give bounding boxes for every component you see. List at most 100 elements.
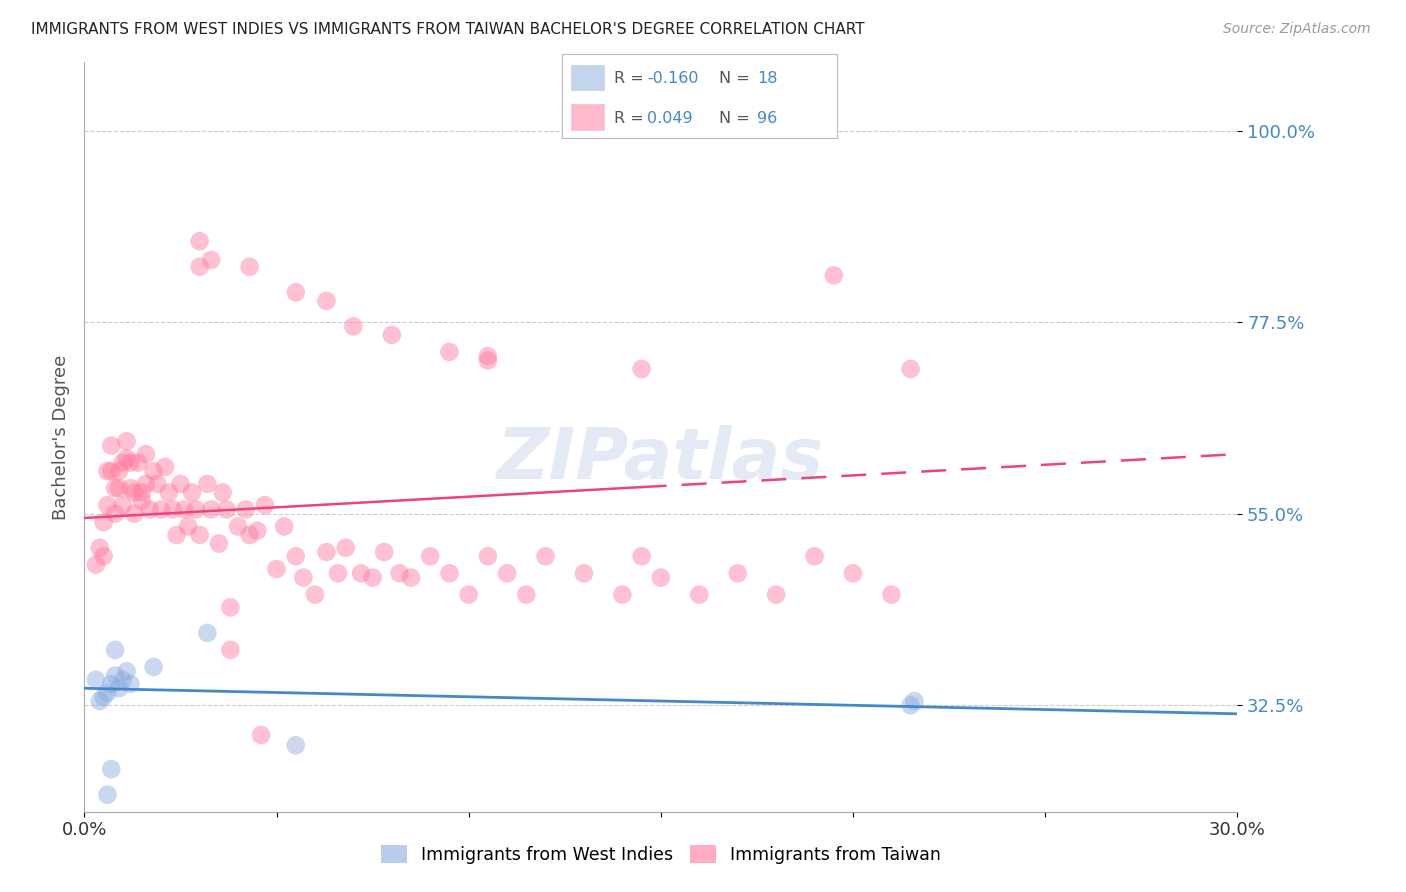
Point [166,528,188,542]
Point [135,447,157,461]
Point [200,252,222,267]
Point [131,494,153,508]
Point [284,739,307,753]
Point [903,694,925,708]
Point [115,451,138,466]
Point [208,536,231,550]
Point [188,528,211,542]
Text: -0.160: -0.160 [647,70,699,86]
Point [399,571,422,585]
Point [100,677,122,691]
Text: IMMIGRANTS FROM WEST INDIES VS IMMIGRANTS FROM TAIWAN BACHELOR'S DEGREE CORRELAT: IMMIGRANTS FROM WEST INDIES VS IMMIGRANT… [31,22,865,37]
Point [373,545,395,559]
Point [100,439,122,453]
Point [120,481,142,495]
Point [211,485,233,500]
Text: N =: N = [718,70,755,86]
Point [342,319,364,334]
FancyBboxPatch shape [571,104,603,130]
Point [823,268,845,283]
Point [93,549,115,564]
Point [304,588,326,602]
Point [630,549,652,564]
Point [419,549,441,564]
Point [124,485,146,500]
Point [142,464,165,478]
Point [650,571,672,585]
Text: 18: 18 [756,70,778,86]
Point [439,566,461,581]
Point [688,588,710,602]
Point [284,285,307,300]
Y-axis label: Bachelor's Degree: Bachelor's Degree [52,354,70,520]
Point [100,464,122,478]
Point [315,293,337,308]
Point [803,549,825,564]
Point [157,485,180,500]
Point [104,643,127,657]
Point [226,519,249,533]
Point [235,502,257,516]
Point [111,673,134,687]
Point [250,728,273,742]
Point [181,485,204,500]
Point [765,588,787,602]
Point [880,588,903,602]
Point [219,600,242,615]
Text: 96: 96 [756,111,778,126]
Point [219,643,242,657]
Point [127,456,149,470]
Legend: Immigrants from West Indies, Immigrants from Taiwan: Immigrants from West Indies, Immigrants … [374,838,948,871]
Point [108,481,131,495]
Point [120,677,142,691]
Point [477,549,499,564]
Point [253,498,276,512]
Text: ZIPatlas: ZIPatlas [498,425,824,494]
FancyBboxPatch shape [571,64,603,90]
Point [388,566,411,581]
Point [188,260,211,274]
Point [108,681,131,696]
Point [153,459,176,474]
Point [284,549,307,564]
Point [100,762,122,776]
Point [184,502,207,516]
Point [93,515,115,529]
Point [572,566,595,581]
Point [266,562,288,576]
Point [89,541,111,555]
Point [177,519,200,533]
Point [842,566,865,581]
Point [515,588,537,602]
Point [104,481,127,495]
Point [612,588,634,602]
Point [439,345,461,359]
Point [239,528,262,542]
Point [457,588,479,602]
Point [96,498,118,512]
Point [292,571,315,585]
Point [93,690,115,704]
Point [335,541,357,555]
Point [188,234,211,248]
Point [496,566,519,581]
Point [138,502,160,516]
Point [195,476,218,491]
Point [104,668,127,682]
Point [273,519,295,533]
Point [142,660,165,674]
Point [120,456,142,470]
Point [162,502,184,516]
Point [131,485,153,500]
Point [108,464,131,478]
Point [111,498,134,512]
Point [239,260,262,274]
Text: 0.049: 0.049 [647,111,693,126]
Point [115,664,138,679]
Point [173,502,195,516]
Point [115,434,138,449]
Point [96,464,118,478]
Point [630,362,652,376]
Point [350,566,373,581]
Point [150,502,173,516]
